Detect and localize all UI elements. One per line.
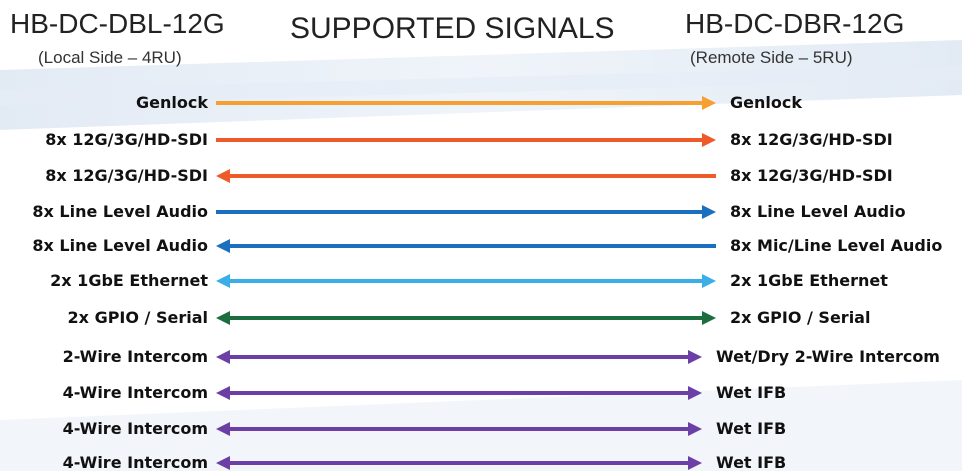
signal-arrow xyxy=(216,386,702,400)
signal-arrow xyxy=(216,456,702,470)
arrowhead-right-icon xyxy=(702,311,716,325)
arrowhead-left-icon xyxy=(216,239,230,253)
arrowhead-left-icon xyxy=(216,274,230,288)
arrowhead-left-icon xyxy=(216,456,230,470)
signal-arrow xyxy=(216,311,716,325)
local-signal-label: 8x 12G/3G/HD-SDI xyxy=(45,130,208,149)
arrowhead-right-icon xyxy=(702,96,716,110)
remote-signal-label: Wet/Dry 2-Wire Intercom xyxy=(716,347,940,366)
signal-arrow xyxy=(216,350,702,364)
arrowhead-left-icon xyxy=(216,169,230,183)
remote-signal-label: 2x 1GbE Ethernet xyxy=(730,271,888,290)
local-signal-label: 4-Wire Intercom xyxy=(62,419,208,438)
arrowhead-right-icon xyxy=(702,205,716,219)
remote-signal-label: Wet IFB xyxy=(716,383,787,402)
arrowhead-right-icon xyxy=(688,456,702,470)
arrowhead-left-icon xyxy=(216,386,230,400)
local-signal-label: 8x Line Level Audio xyxy=(32,202,208,221)
remote-signal-label: Genlock xyxy=(730,93,802,112)
arrowhead-right-icon xyxy=(688,350,702,364)
remote-signal-label: 8x Mic/Line Level Audio xyxy=(730,236,943,255)
remote-signal-label: 8x 12G/3G/HD-SDI xyxy=(730,166,893,185)
local-signal-label: 2x GPIO / Serial xyxy=(67,308,208,327)
arrowhead-right-icon xyxy=(688,422,702,436)
remote-device-subtitle: (Remote Side – 5RU) xyxy=(690,48,853,67)
signal-arrow xyxy=(216,239,716,253)
page-title: SUPPORTED SIGNALS xyxy=(290,12,615,45)
remote-signal-label: 2x GPIO / Serial xyxy=(730,308,871,327)
local-signal-label: 8x Line Level Audio xyxy=(32,236,208,255)
local-signal-label: 8x 12G/3G/HD-SDI xyxy=(45,166,208,185)
local-signal-label: 4-Wire Intercom xyxy=(62,453,208,472)
remote-signal-label: Wet IFB xyxy=(716,453,787,472)
signal-arrow xyxy=(216,205,716,219)
local-signal-label: 4-Wire Intercom xyxy=(62,383,208,402)
local-device-subtitle: (Local Side – 4RU) xyxy=(38,48,182,67)
signal-arrow xyxy=(216,96,716,110)
arrowhead-left-icon xyxy=(216,350,230,364)
arrowhead-right-icon xyxy=(688,386,702,400)
remote-device-title: HB-DC-DBR-12G xyxy=(685,8,905,39)
signal-arrow xyxy=(216,169,716,183)
remote-signal-label: 8x 12G/3G/HD-SDI xyxy=(730,130,893,149)
arrowhead-right-icon xyxy=(702,274,716,288)
signal-arrow xyxy=(216,133,716,147)
local-signal-label: 2x 1GbE Ethernet xyxy=(50,271,208,290)
signal-arrow xyxy=(216,422,702,436)
local-device-title: HB-DC-DBL-12G xyxy=(10,8,225,39)
remote-signal-label: 8x Line Level Audio xyxy=(730,202,906,221)
arrowhead-right-icon xyxy=(702,133,716,147)
local-signal-label: Genlock xyxy=(136,93,208,112)
local-signal-label: 2-Wire Intercom xyxy=(62,347,208,366)
signal-arrow xyxy=(216,274,716,288)
arrowhead-left-icon xyxy=(216,311,230,325)
arrowhead-left-icon xyxy=(216,422,230,436)
remote-signal-label: Wet IFB xyxy=(716,419,787,438)
